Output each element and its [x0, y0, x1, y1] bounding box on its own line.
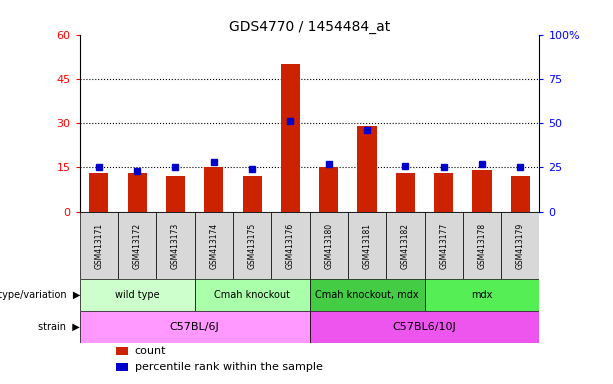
Bar: [271, 212, 310, 279]
Text: C57BL/6J: C57BL/6J: [170, 322, 219, 332]
Bar: [357, 126, 376, 212]
Bar: [501, 212, 539, 279]
Text: GSM413181: GSM413181: [362, 222, 371, 268]
Bar: [128, 173, 147, 212]
Bar: [80, 212, 118, 279]
Bar: [233, 212, 271, 279]
Bar: [195, 279, 310, 311]
Bar: [310, 279, 424, 311]
Bar: [463, 212, 501, 279]
Text: GSM413173: GSM413173: [171, 222, 180, 269]
Bar: [156, 212, 195, 279]
Bar: [80, 279, 195, 311]
Text: genotype/variation  ▶: genotype/variation ▶: [0, 290, 80, 300]
Text: Cmah knockout, mdx: Cmah knockout, mdx: [315, 290, 419, 300]
Bar: [396, 173, 415, 212]
Bar: [310, 212, 348, 279]
Text: GSM413171: GSM413171: [94, 222, 104, 268]
Title: GDS4770 / 1454484_at: GDS4770 / 1454484_at: [229, 20, 390, 33]
Bar: [310, 311, 539, 343]
Text: Cmah knockout: Cmah knockout: [214, 290, 290, 300]
Text: GSM413182: GSM413182: [401, 222, 410, 268]
Text: count: count: [135, 346, 166, 356]
Bar: [89, 173, 109, 212]
Bar: [80, 311, 310, 343]
Bar: [166, 176, 185, 212]
Bar: [511, 176, 530, 212]
Bar: [281, 64, 300, 212]
Bar: [424, 279, 539, 311]
Bar: [473, 170, 492, 212]
Text: GSM413175: GSM413175: [248, 222, 257, 269]
Text: GSM413178: GSM413178: [478, 222, 487, 268]
Text: GSM413180: GSM413180: [324, 222, 333, 268]
Text: GSM413176: GSM413176: [286, 222, 295, 269]
Text: mdx: mdx: [471, 290, 493, 300]
Text: C57BL6/10J: C57BL6/10J: [393, 322, 456, 332]
Bar: [348, 212, 386, 279]
Bar: [116, 347, 128, 356]
Text: GSM413177: GSM413177: [439, 222, 448, 269]
Bar: [204, 167, 223, 212]
Bar: [116, 363, 128, 371]
Bar: [434, 173, 453, 212]
Bar: [319, 167, 338, 212]
Text: GSM413172: GSM413172: [132, 222, 142, 268]
Bar: [243, 176, 262, 212]
Bar: [118, 212, 156, 279]
Text: wild type: wild type: [115, 290, 159, 300]
Bar: [424, 212, 463, 279]
Text: percentile rank within the sample: percentile rank within the sample: [135, 362, 322, 372]
Text: GSM413174: GSM413174: [209, 222, 218, 269]
Text: GSM413179: GSM413179: [516, 222, 525, 269]
Bar: [386, 212, 424, 279]
Text: strain  ▶: strain ▶: [39, 322, 80, 332]
Bar: [195, 212, 233, 279]
